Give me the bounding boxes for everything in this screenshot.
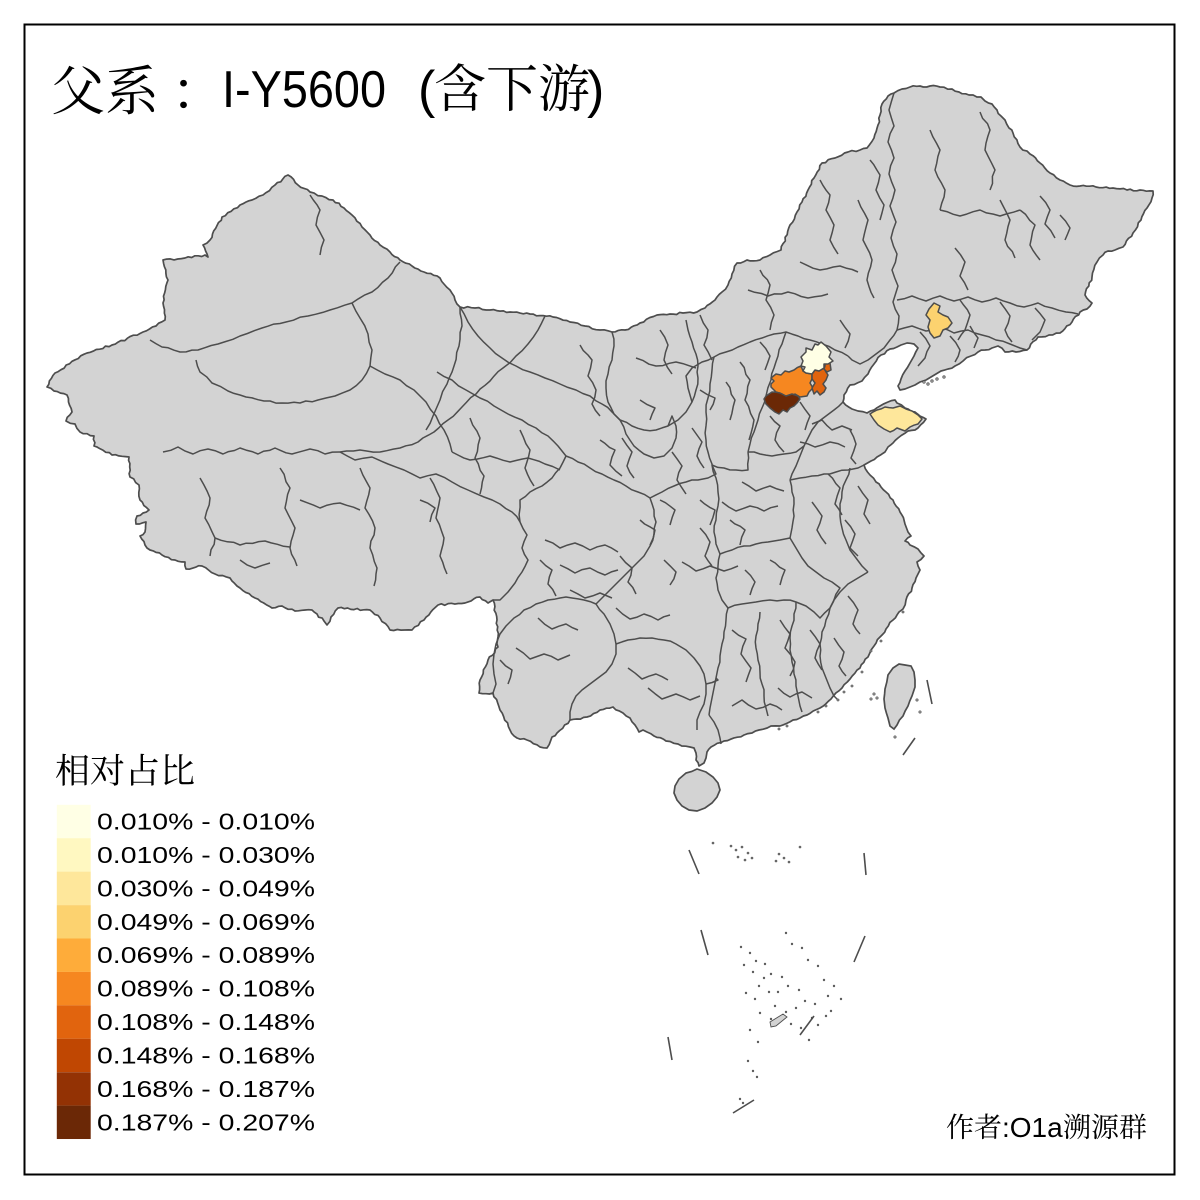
svg-text:0.010% - 0.030%: 0.010% - 0.030%	[97, 842, 315, 868]
svg-text:0.148% - 0.168%: 0.148% - 0.168%	[97, 1043, 315, 1069]
svg-text:0.049% - 0.069%: 0.049% - 0.069%	[97, 909, 315, 935]
svg-text:0.089% - 0.108%: 0.089% - 0.108%	[97, 976, 315, 1002]
svg-text:): )	[587, 61, 604, 119]
svg-text:0.030% - 0.049%: 0.030% - 0.049%	[97, 875, 315, 901]
svg-text::O1a: :O1a	[1002, 1112, 1063, 1143]
svg-text:0.010% - 0.010%: 0.010% - 0.010%	[97, 809, 315, 835]
svg-text:I-Y5600: I-Y5600	[222, 61, 386, 119]
svg-text:(: (	[418, 61, 436, 119]
svg-text:0.168% - 0.187%: 0.168% - 0.187%	[97, 1076, 315, 1102]
svg-text:0.108% - 0.148%: 0.108% - 0.148%	[97, 1009, 315, 1035]
svg-text:0.187% - 0.207%: 0.187% - 0.207%	[97, 1109, 315, 1135]
svg-text:0.069% - 0.089%: 0.069% - 0.089%	[97, 942, 315, 968]
